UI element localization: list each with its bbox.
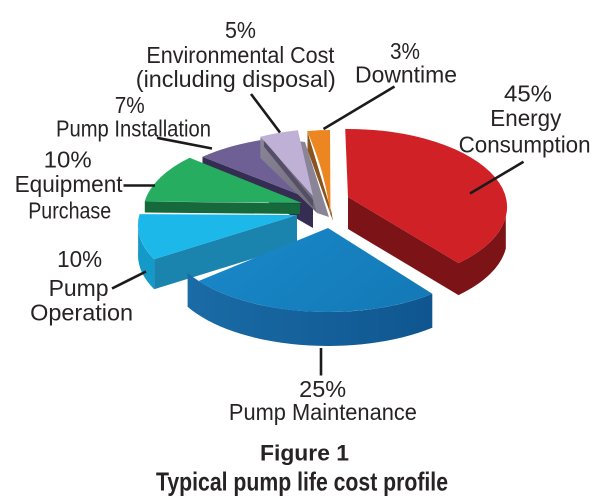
svg-text:25%: 25% (299, 376, 346, 402)
svg-text:Purchase: Purchase (28, 197, 111, 223)
svg-text:5%: 5% (225, 17, 256, 43)
svg-text:7%: 7% (115, 92, 145, 118)
svg-text:45%: 45% (504, 80, 552, 106)
svg-text:Operation: Operation (30, 299, 133, 325)
svg-text:10%: 10% (57, 246, 102, 272)
svg-text:Typical pump life cost profile: Typical pump life cost profile (156, 467, 448, 497)
svg-text:10%: 10% (44, 146, 92, 172)
svg-text:Downtime: Downtime (355, 61, 457, 87)
svg-text:Pump Maintenance: Pump Maintenance (229, 399, 417, 425)
svg-text:Pump: Pump (49, 275, 109, 301)
svg-text:Environmental Cost: Environmental Cost (146, 42, 335, 68)
svg-text:Equipment: Equipment (15, 171, 124, 197)
svg-text:Energy: Energy (490, 105, 561, 131)
svg-text:Consumption: Consumption (459, 131, 591, 157)
svg-text:3%: 3% (390, 38, 420, 64)
svg-text:Figure 1: Figure 1 (260, 441, 349, 466)
svg-text:(including disposal): (including disposal) (136, 66, 336, 92)
svg-text:Pump Installation: Pump Installation (56, 115, 211, 141)
